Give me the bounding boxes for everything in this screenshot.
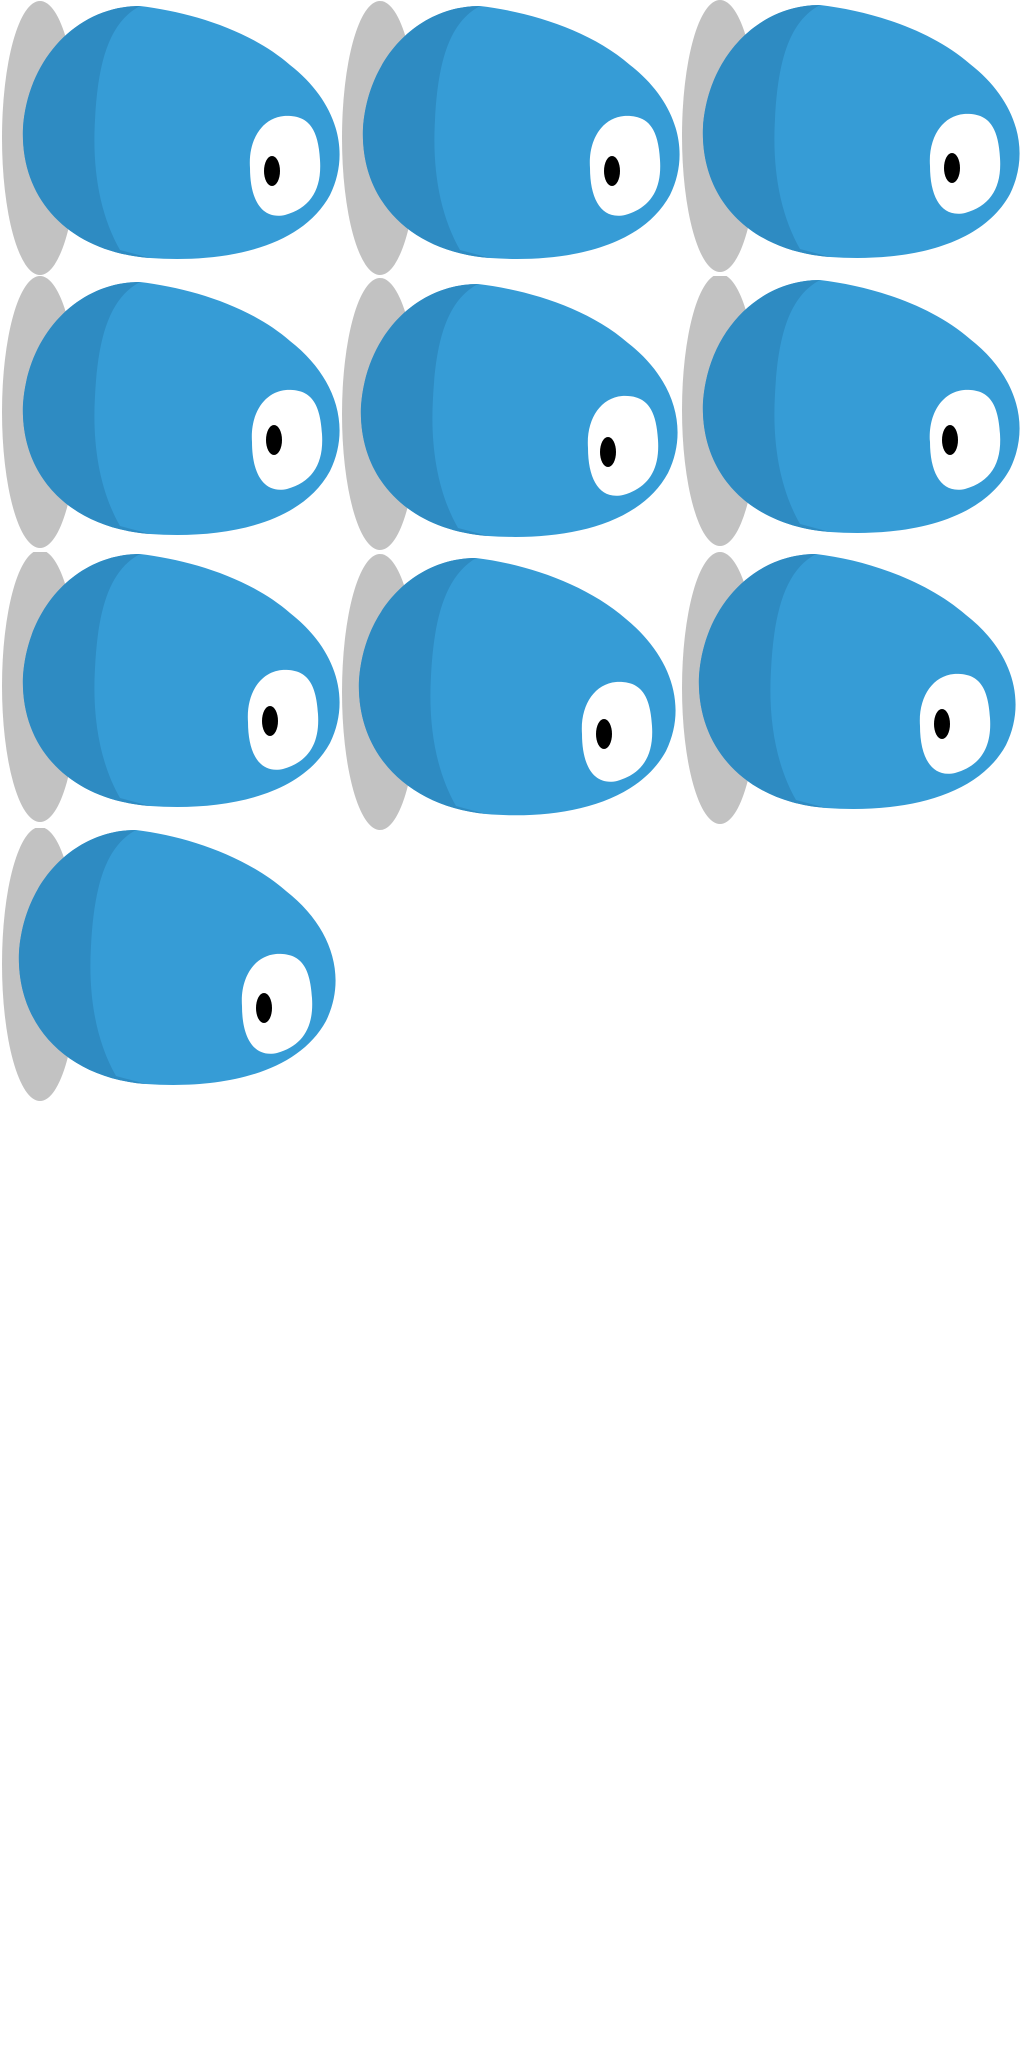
blob-shade	[698, 554, 826, 808]
blob-sprite	[2, 276, 340, 548]
sprite-frame-10	[0, 828, 340, 1108]
blob-sprite	[2, 1, 340, 275]
sprite-frame-6	[680, 276, 1020, 556]
pupil	[942, 425, 958, 455]
sprite-frame-2	[340, 0, 680, 280]
blob-shade	[18, 830, 146, 1084]
eye-white	[249, 115, 321, 216]
pupil	[944, 153, 960, 183]
blob-sprite	[682, 0, 1020, 272]
blob-shade	[22, 282, 150, 534]
pupil	[934, 709, 950, 739]
blob-sprite	[342, 278, 678, 550]
eye-white	[581, 681, 653, 782]
sprite-frame-7	[0, 552, 340, 832]
sprite-frame-4	[0, 276, 340, 556]
sprite-frame-8	[340, 552, 680, 832]
blob-sprite	[682, 276, 1020, 546]
eye-white	[589, 115, 661, 216]
eye-white	[929, 389, 1001, 490]
eye-white	[919, 673, 991, 774]
blob-shade	[22, 554, 150, 806]
eye-white	[929, 113, 1001, 214]
blob-sprite	[2, 828, 336, 1101]
pupil	[262, 706, 278, 736]
sprite-frame-5	[340, 276, 680, 556]
blob-sprite	[342, 1, 680, 275]
blob-sprite	[342, 554, 676, 830]
blob-shade	[358, 558, 486, 814]
pupil	[596, 719, 612, 749]
eye-white	[587, 395, 659, 496]
sprite-frame-9	[680, 552, 1020, 832]
sprite-frame-1	[0, 0, 340, 280]
blob-sprite	[682, 552, 1016, 824]
blob-sprite	[2, 552, 340, 822]
blob-shade	[22, 6, 150, 258]
blob-shade	[362, 6, 490, 258]
pupil	[264, 156, 280, 186]
pupil	[266, 425, 282, 455]
pupil	[600, 437, 616, 467]
sprite-frame-3	[680, 0, 1020, 280]
eye-white	[251, 389, 323, 490]
eye-white	[247, 669, 319, 770]
pupil	[256, 993, 272, 1023]
blob-shade	[702, 280, 830, 532]
blob-shade	[360, 284, 488, 536]
pupil	[604, 156, 620, 186]
eye-white	[241, 953, 313, 1054]
blob-shade	[702, 5, 830, 257]
